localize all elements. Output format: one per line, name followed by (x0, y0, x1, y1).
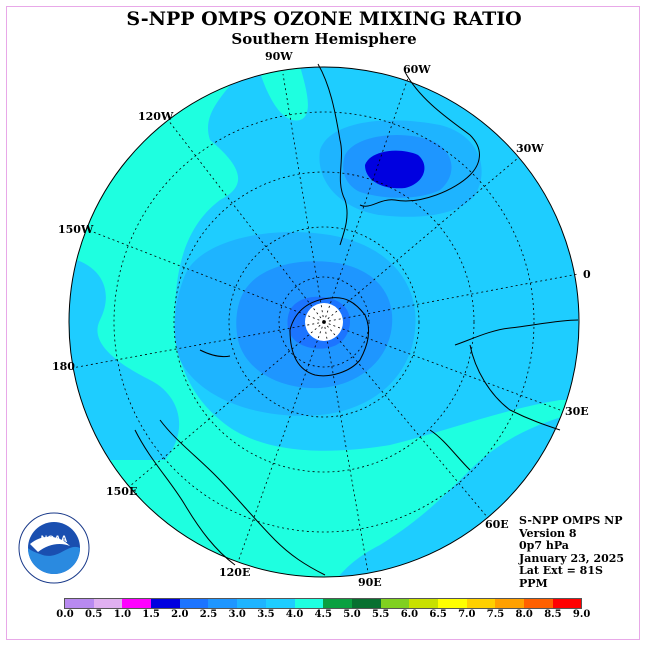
graticule (68, 66, 580, 578)
info-date: January 23, 2025 (519, 551, 625, 565)
lon-label-120e: 120E (219, 566, 250, 579)
colorbar-segment (93, 599, 123, 608)
colorbar-segment (351, 599, 381, 608)
colorbar-segment (437, 599, 467, 608)
colorbar-segment (208, 599, 238, 608)
noaa-logo: NOAA (18, 512, 90, 584)
colorbar-tick-label: 5.0 (343, 609, 361, 620)
colorbar-segment (409, 599, 438, 608)
colorbar-segment (380, 599, 410, 608)
info-panel: S-NPP OMPS NP Version 8 0p7 hPa January … (519, 514, 625, 590)
colorbar-segment (323, 599, 352, 608)
info-lat-ext: Lat Ext = 81S (519, 564, 603, 577)
colorbar-tick-label: 5.5 (371, 609, 390, 620)
lon-label-120w: 120W (138, 110, 174, 123)
lon-label-150e: 150E (106, 485, 137, 498)
lon-label-90e: 90E (358, 576, 382, 589)
colorbar-tick-label: 7.5 (486, 609, 505, 620)
colorbar-tick-label: 1.0 (113, 609, 132, 620)
lon-label-0: 0 (583, 268, 591, 281)
coastlines (134, 63, 579, 576)
colorbar-tick-label: 3.5 (257, 609, 275, 620)
colorbar-tick-label: 8.0 (515, 609, 533, 620)
colorbar-segment (65, 599, 94, 608)
colorbar-tick-label: 0.5 (84, 609, 103, 620)
colorbar-segment (237, 599, 266, 608)
colorbar-segment (179, 599, 209, 608)
map-subtitle: Southern Hemisphere (231, 30, 417, 48)
info-units: PPM (519, 576, 548, 590)
colorbar (64, 598, 583, 609)
colorbar-tick-label: 8.5 (544, 609, 562, 620)
colorbar-tick-label: 2.0 (171, 609, 189, 620)
image-frame (6, 6, 640, 640)
colorbar-tick-label: 6.0 (400, 609, 419, 620)
colorbar-segment (294, 599, 324, 608)
lon-label-30e: 30E (565, 405, 589, 418)
lon-label-90w: 90W (265, 50, 293, 63)
colorbar-segment (495, 599, 524, 608)
colorbar-tick-label: 4.0 (285, 609, 304, 620)
colorbar-tick-label: 7.0 (458, 609, 476, 620)
map-title: S-NPP OMPS OZONE MIXING RATIO (126, 8, 522, 30)
lon-label-180: 180 (52, 360, 75, 373)
colorbar-tick-label: 1.5 (142, 609, 160, 620)
colorbar-tick-label: 9.0 (572, 609, 591, 620)
colorbar-segment (552, 599, 582, 608)
lon-label-60e: 60E (485, 518, 509, 531)
colorbar-tick-label: 6.5 (429, 609, 447, 620)
longitude-labels: 90W 60W 30W 0 30E 60E 90E 120E 150E 180 … (52, 50, 591, 589)
info-version: Version 8 (519, 526, 577, 540)
lon-label-60w: 60W (403, 63, 431, 76)
info-level: 0p7 hPa (519, 539, 569, 552)
colorbar-tick-label: 3.0 (228, 609, 246, 620)
ozone-field (69, 67, 579, 577)
lon-label-30w: 30W (516, 142, 544, 155)
colorbar-segment (151, 599, 180, 608)
info-instrument: S-NPP OMPS NP (519, 514, 623, 527)
colorbar-tick-label: 2.5 (199, 609, 218, 620)
colorbar-segment (466, 599, 496, 608)
colorbar-ticks: 0.0 0.5 1.0 1.5 2.0 2.5 3.0 3.5 4.0 4.5 5.0 5.5 6.0 6… (52, 609, 597, 623)
colorbar-segment (524, 599, 553, 608)
colorbar-segment (265, 599, 295, 608)
lon-label-150w: 150W (58, 223, 94, 236)
colorbar-tick-label: 4.5 (314, 609, 332, 620)
colorbar-tick-label: 0.0 (56, 609, 74, 620)
logo-text: NOAA (41, 534, 68, 544)
colorbar-segment (122, 599, 152, 608)
